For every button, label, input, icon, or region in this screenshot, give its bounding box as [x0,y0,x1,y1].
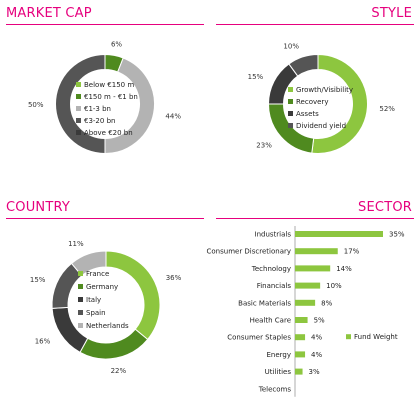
legend-swatch [78,297,83,302]
sector-bar-industrials [295,231,383,237]
style-slice-dividend-yield [288,53,319,77]
country-legend-spain: Spain [86,309,106,317]
sector-value-label: 10% [326,282,342,290]
sector-bar-consumer-discretionary [295,248,338,255]
legend-swatch [288,123,293,128]
country-rule [6,218,204,219]
market-cap-legend-below-eur150-m: Below €150 m [84,81,134,89]
legend-swatch [78,271,83,276]
sector-value-label: 14% [336,265,352,273]
sector-category-consumer-discretionary: Consumer Discretionary [207,248,292,256]
country-data-label: 16% [35,337,51,345]
sector-value-label: 5% [314,317,325,325]
sector-bar-consumer-staples [295,334,306,341]
country-data-label: 36% [166,274,182,282]
sector-category-energy: Energy [266,351,291,359]
sector-legend-swatch [346,334,351,340]
style-donut-chart: 52% 23% 15% 10% Growth/Visibility Recovery Ass… [248,43,395,154]
legend-swatch [76,118,81,123]
market-cap-slice-eur3-20-bn [55,53,106,155]
sector-value-label: 4% [311,351,322,359]
sector-bar-utilities [295,368,303,375]
market-cap-data-label: 44% [165,113,181,121]
market-cap-legend-above-eur20-bn: Above €20 bn [84,129,133,137]
sector-value-label: 8% [321,299,332,307]
country-slice-germany [79,328,149,360]
legend-swatch [76,130,81,135]
sector-panel: SECTOR Industrials 35% Consumer Discretion… [207,196,420,407]
country-data-label: 15% [30,276,46,284]
market-cap-slice-eur1-3-bn [104,57,155,155]
sector-bar-financials [295,282,321,289]
style-data-label: 52% [379,105,395,113]
sector-value-label: 35% [389,231,405,239]
style-data-label: 23% [256,142,272,150]
sector-value-label: 3% [309,368,320,376]
sector-category-utilities: Utilities [265,368,292,376]
style-legend-growth-visibility: Growth/Visibility [296,86,353,94]
legend-swatch [78,310,83,315]
country-legend-netherlands: Netherlands [86,322,129,330]
market-cap-panel: MARKET CAP 6% 44% 50% Below €150 m €150 m - … [0,0,210,190]
legend-swatch [76,82,81,87]
sector-category-consumer-staples: Consumer Staples [227,334,291,342]
sector-category-industrials: Industrials [255,231,292,239]
sector-title: SECTOR [358,200,412,215]
sector-bar-energy [295,351,306,358]
legend-swatch [288,87,293,92]
market-cap-donut-chart: 6% 44% 50% Below €150 m €150 m - €1 bn €1-3 b… [28,41,181,155]
sector-category-technology: Technology [251,265,291,273]
legend-swatch [78,323,83,328]
sector-rule [216,218,414,219]
sector-bar-health-care [295,317,308,323]
sector-bar-chart: Industrials 35% Consumer Discretionary 17% T… [207,226,405,397]
market-cap-legend-eur150-m-eur1-bn: €150 m - €1 bn [84,93,138,101]
sector-category-basic-materials: Basic Materials [238,299,291,307]
legend-swatch [78,284,83,289]
country-title: COUNTRY [6,200,71,215]
country-legend-italy: Italy [86,296,101,304]
country-panel: COUNTRY 36% 22% 16% 15% 11% France Germany Ital… [0,196,210,407]
style-legend-assets: Assets [296,110,319,118]
style-data-label: 10% [283,43,299,51]
country-legend-germany: Germany [86,283,118,291]
style-legend-recovery: Recovery [296,98,328,106]
sector-bar-basic-materials [295,299,316,306]
market-cap-legend-eur3-20-bn: €3-20 bn [84,117,115,125]
market-cap-data-label: 50% [28,101,44,109]
legend-swatch [76,94,81,99]
country-legend-france: France [86,270,109,278]
country-data-label: 22% [111,367,127,375]
sector-category-telecoms: Telecoms [258,385,292,393]
country-donut-chart: 36% 22% 16% 15% 11% France Germany Italy Spain Ne… [30,240,182,375]
legend-swatch [288,99,293,104]
sector-value-label: 17% [344,248,360,256]
sector-value-label: 4% [311,334,322,342]
style-panel: STYLE 52% 23% 15% 10% Growth/Visibility Recov… [210,0,420,190]
sector-category-health-care: Health Care [250,317,291,325]
style-legend-dividend-yield: Dividend yield [296,122,346,130]
country-data-label: 11% [68,240,84,248]
legend-swatch [288,111,293,116]
sector-legend-label: Fund Weight [354,333,398,341]
style-data-label: 15% [248,73,264,81]
market-cap-title: MARKET CAP [6,6,92,21]
style-title: STYLE [371,6,412,21]
market-cap-data-label: 6% [111,41,122,49]
market-cap-legend-eur1-3-bn: €1-3 bn [84,105,111,113]
sector-category-financials: Financials [257,282,292,290]
market-cap-rule [6,24,204,25]
legend-swatch [76,106,81,111]
sector-bar-technology [295,265,331,272]
style-rule [216,24,414,25]
country-slice-netherlands [70,250,107,277]
